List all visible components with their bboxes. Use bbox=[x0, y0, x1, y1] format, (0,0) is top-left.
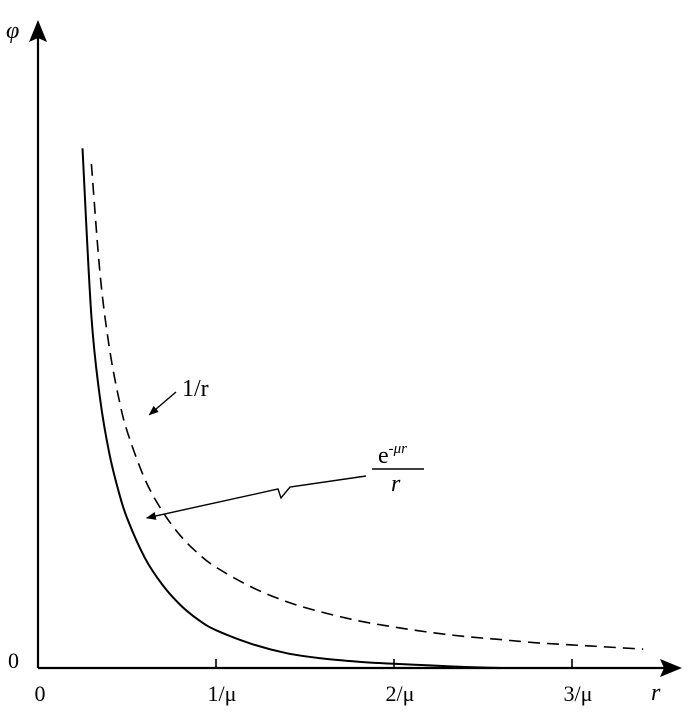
x-tick-labels: 0 1/μ 2/μ 3/μ bbox=[35, 681, 593, 706]
annotation-yukawa-base: e bbox=[378, 443, 389, 469]
annotation-yukawa-numerator: e-μr bbox=[378, 441, 407, 469]
x-axis-label: r bbox=[651, 680, 661, 706]
x-tick-label: 1/μ bbox=[208, 681, 237, 706]
annotation-arrow-yukawa bbox=[147, 476, 366, 518]
x-tick-label: 0 bbox=[35, 681, 46, 706]
annotation-label-inv-r: 1/r bbox=[182, 376, 209, 402]
series-line-inv-r bbox=[91, 164, 643, 649]
annotation-arrow-inv-r bbox=[149, 392, 176, 415]
origin-y-label: 0 bbox=[8, 648, 19, 673]
x-tick-label: 3/μ bbox=[564, 681, 593, 706]
x-tick-label: 2/μ bbox=[386, 681, 415, 706]
y-axis-label: φ bbox=[6, 18, 19, 44]
annotation-yukawa-denominator: r bbox=[391, 471, 401, 497]
series-line-yukawa bbox=[83, 148, 501, 668]
annotation-yukawa-exponent: -μr bbox=[389, 441, 408, 457]
